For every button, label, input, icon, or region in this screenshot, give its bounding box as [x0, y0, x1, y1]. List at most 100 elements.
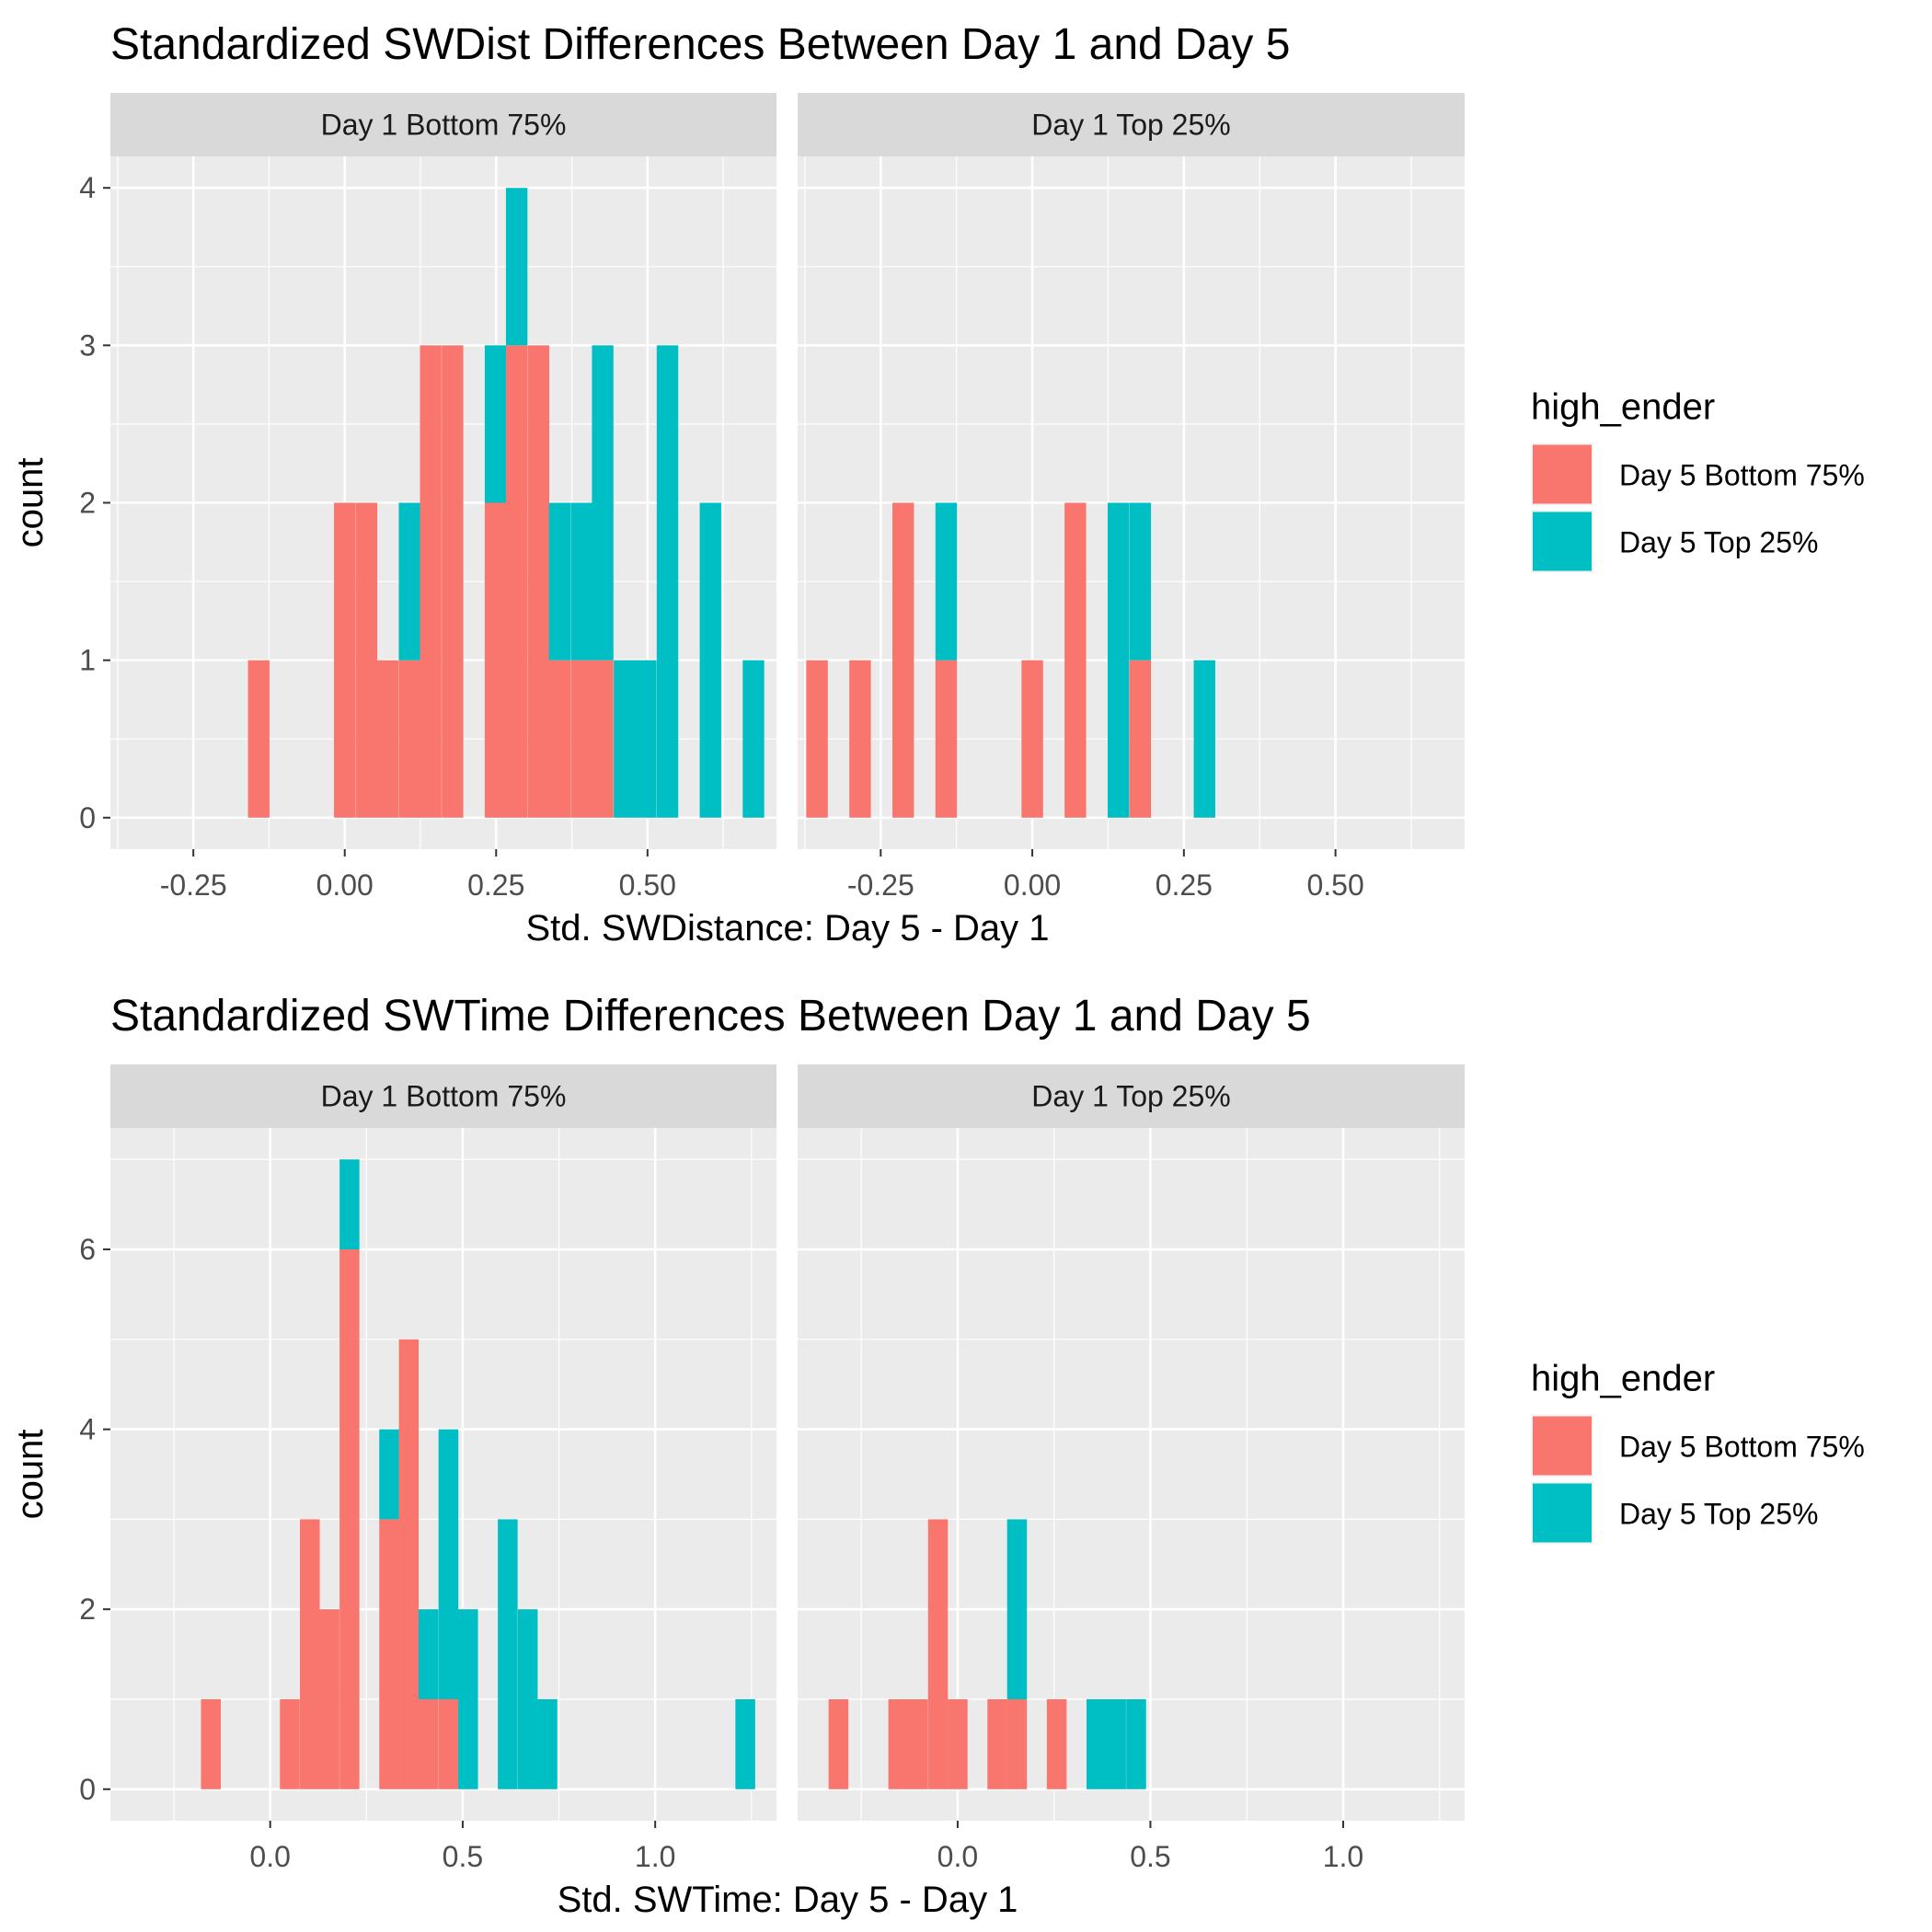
- histogram-bar: [592, 345, 614, 661]
- histogram-bar: [1193, 660, 1215, 818]
- x-tick-label: 0.0: [249, 1840, 290, 1873]
- histogram-bar: [987, 1698, 1007, 1789]
- histogram-bar: [517, 1609, 538, 1789]
- histogram-bar: [505, 345, 528, 818]
- chart-0: Standardized SWDist Differences Between …: [10, 20, 1865, 949]
- histogram-bar: [438, 1698, 459, 1789]
- histogram-bar: [398, 502, 420, 661]
- histogram-bar: [548, 502, 571, 661]
- histogram-bar: [458, 1609, 478, 1789]
- legend-title: high_ender: [1531, 387, 1715, 428]
- legend-title: high_ender: [1531, 1359, 1715, 1399]
- x-tick-label: 1.0: [1323, 1840, 1363, 1873]
- histogram-bar: [537, 1698, 558, 1789]
- y-tick-label: 3: [79, 328, 96, 362]
- histogram-bar: [888, 1698, 909, 1789]
- x-axis-title: Std. SWTime: Day 5 - Day 1: [558, 1880, 1018, 1920]
- histogram-bar: [339, 1249, 360, 1789]
- histogram-bar: [1021, 660, 1043, 818]
- histogram-bar: [438, 1429, 459, 1699]
- histogram-bar: [614, 660, 636, 818]
- histogram-bar: [1107, 502, 1130, 818]
- legend-label: Day 5 Bottom 75%: [1619, 459, 1865, 492]
- histogram-bar: [742, 660, 765, 818]
- facet-strip-label: Day 1 Top 25%: [1031, 109, 1230, 142]
- facet-strip: [798, 93, 1465, 156]
- histogram-bar: [379, 1519, 399, 1789]
- legend-label: Day 5 Top 25%: [1619, 1498, 1818, 1531]
- legend-label: Day 5 Bottom 75%: [1619, 1431, 1865, 1464]
- facet-panel: Day 1 Bottom 75% 0.0 0.5 1.0: [110, 1064, 776, 1873]
- legend-key-swatch: [1533, 512, 1592, 571]
- y-tick-label: 2: [79, 1593, 96, 1626]
- facet-strip-label: Day 1 Bottom 75%: [321, 109, 567, 142]
- histogram-bar: [319, 1609, 339, 1789]
- chart-title: Standardized SWTime Differences Between …: [110, 992, 1311, 1041]
- y-tick-label: 6: [79, 1233, 96, 1266]
- histogram-bar: [1064, 502, 1087, 818]
- histogram-bar: [935, 502, 958, 661]
- x-tick-label: 0.50: [1306, 868, 1363, 902]
- histogram-bar: [948, 1698, 968, 1789]
- histogram-bar: [1129, 502, 1152, 661]
- histogram-bar: [247, 660, 270, 818]
- histogram-bar: [891, 502, 914, 818]
- histogram-bar: [1006, 1519, 1028, 1699]
- histogram-bar: [699, 502, 721, 818]
- histogram-bar: [592, 660, 614, 818]
- x-tick-label: 0.25: [467, 868, 524, 902]
- histogram-bar: [505, 188, 528, 346]
- histogram-bar: [379, 1429, 399, 1520]
- legend: high_ender Day 5 Bottom 75% Day 5 Top 25%: [1531, 387, 1865, 573]
- histogram-bar: [570, 660, 592, 818]
- legend-key-swatch: [1533, 1483, 1592, 1543]
- histogram-bar: [828, 1698, 849, 1789]
- histogram-bar: [398, 1339, 420, 1789]
- histogram-bar: [201, 1698, 221, 1789]
- histogram-bar: [418, 1698, 439, 1789]
- histogram-bar: [300, 1519, 320, 1789]
- x-tick-label: -0.25: [160, 868, 227, 902]
- facet-strip-label: Day 1 Top 25%: [1031, 1080, 1230, 1113]
- histogram-bar: [1046, 1698, 1067, 1789]
- facet-strip-label: Day 1 Bottom 75%: [321, 1080, 567, 1113]
- chart-title: Standardized SWDist Differences Between …: [110, 20, 1290, 69]
- histogram-bar: [1006, 1698, 1028, 1789]
- x-tick-label: -0.25: [847, 868, 914, 902]
- histogram-bar: [484, 345, 507, 503]
- x-tick-label: 0.5: [443, 1840, 483, 1873]
- histogram-bar: [735, 1698, 755, 1789]
- facet-panel: Day 1 Top 25% 0.0 0.5 1.0: [798, 1064, 1465, 1873]
- histogram-bar: [1087, 1698, 1107, 1789]
- histogram-bar: [927, 1519, 949, 1789]
- histogram-bar: [527, 345, 550, 818]
- y-axis-title: count: [10, 1430, 51, 1520]
- facet-panel: Day 1 Bottom 75% -0.25 0.00 0.25 0.50: [110, 93, 776, 902]
- histogram-bar: [280, 1698, 300, 1789]
- y-tick-label: 0: [79, 1773, 96, 1806]
- histogram-bar: [656, 345, 679, 818]
- histogram-bar: [1106, 1698, 1126, 1789]
- histogram-bar: [1129, 660, 1152, 818]
- legend: high_ender Day 5 Bottom 75% Day 5 Top 25%: [1531, 1359, 1865, 1545]
- y-tick-label: 4: [79, 171, 96, 204]
- histogram-bar: [635, 660, 657, 818]
- histogram-bar: [442, 345, 464, 818]
- legend-key-swatch: [1533, 444, 1592, 504]
- histogram-bar: [570, 502, 592, 661]
- histogram-bar: [334, 502, 356, 818]
- histogram-bar: [806, 660, 828, 818]
- histogram-bar: [849, 660, 871, 818]
- x-tick-label: 0.5: [1130, 1840, 1170, 1873]
- x-tick-label: 0.00: [1004, 868, 1061, 902]
- facet-panel: Day 1 Top 25% -0.25 0.00 0.25 0.50: [798, 93, 1465, 902]
- facet-strip: [110, 1064, 776, 1128]
- facet-strip: [110, 93, 776, 156]
- chart-1: Standardized SWTime Differences Between …: [10, 992, 1865, 1920]
- histogram-bar: [907, 1698, 928, 1789]
- histogram-bar: [420, 345, 442, 818]
- y-tick-label: 1: [79, 644, 96, 677]
- histogram-bar: [355, 502, 378, 818]
- facet-strip: [798, 1064, 1465, 1128]
